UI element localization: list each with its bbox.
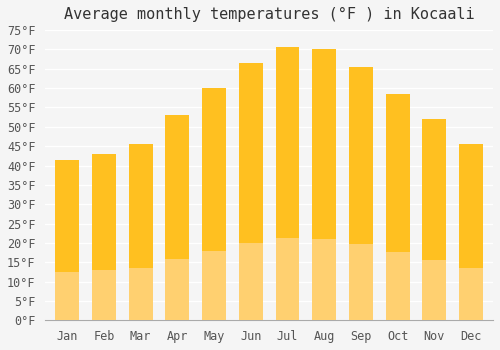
Bar [166,115,190,320]
Bar [349,67,373,320]
Bar [276,48,299,320]
Title: Average monthly temperatures (°F ) in Kocaali: Average monthly temperatures (°F ) in Ko… [64,7,474,22]
Bar [312,49,336,320]
Bar [56,272,79,320]
Bar [166,259,190,320]
Bar [312,239,336,320]
Bar [459,267,483,320]
Bar [56,160,79,320]
Bar [459,144,483,320]
Bar [422,260,446,320]
Bar [276,238,299,320]
Bar [92,271,116,320]
Bar [386,252,409,320]
Bar [202,251,226,320]
Bar [349,244,373,320]
Bar [202,88,226,320]
Bar [386,94,409,320]
Bar [128,144,152,320]
Bar [128,267,152,320]
Bar [92,154,116,320]
Bar [239,243,262,320]
Bar [422,119,446,320]
Bar [239,63,262,320]
